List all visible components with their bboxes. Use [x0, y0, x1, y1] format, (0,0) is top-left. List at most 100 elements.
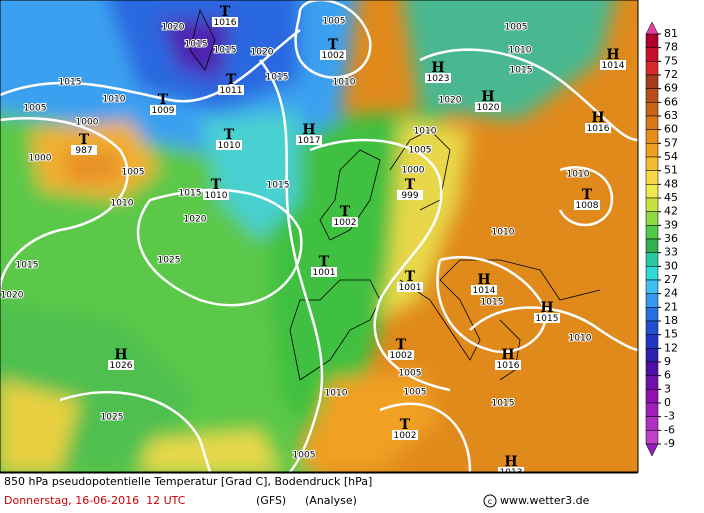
colorbar-band: [645, 211, 659, 226]
pressure-center-box: [397, 190, 423, 200]
isobar-label: 1010: [569, 334, 592, 344]
isobar-label: 1000: [76, 118, 99, 128]
pressure-center-symbol: H: [504, 454, 517, 470]
colorbar-tick-label: 24: [664, 287, 678, 300]
isobar-label: 1005: [24, 104, 47, 114]
pressure-center-symbol: T: [582, 187, 593, 203]
colorbar-band: [645, 279, 659, 294]
colorbar-tick-label: -6: [664, 423, 675, 436]
pressure-center-box: [203, 190, 229, 200]
isobar-label: 1005: [404, 388, 427, 398]
colorbar-band: [645, 225, 659, 240]
pressure-center-symbol: T: [405, 269, 416, 285]
colorbar-band: [645, 115, 659, 130]
pressure-center-symbol: H: [302, 122, 315, 138]
colorbar-tick-label: 15: [664, 328, 678, 341]
pressure-center-box: [392, 430, 418, 440]
colorbar-tick-label: 75: [664, 54, 678, 67]
pressure-center-box: [585, 123, 611, 133]
colorbar-band: [645, 129, 659, 144]
pressure-center-symbol: T: [405, 177, 416, 193]
colorbar-band: [645, 430, 659, 445]
pressure-center-box: [218, 85, 244, 95]
colorbar-tick-label: 36: [664, 232, 678, 245]
pressure-center-value: 1010: [218, 141, 241, 151]
isobar-label: 1010: [325, 389, 348, 399]
isobar-label: 1020: [1, 291, 24, 301]
isobar-label: 1020: [162, 23, 185, 33]
colorbar-tick-label: 81: [664, 27, 678, 40]
isobar-label: 1015: [481, 298, 504, 308]
colorbar-band: [645, 389, 659, 404]
pressure-center-value: 1016: [497, 361, 520, 371]
isobar-label: 1020: [439, 96, 462, 106]
colorbar-tick-label: 63: [664, 109, 678, 122]
colorbar-tick-label: 54: [664, 150, 678, 163]
colorbar-band: [645, 33, 659, 48]
colorbar-tick-label: 48: [664, 177, 678, 190]
colorbar-tick-label: 0: [664, 396, 671, 409]
pressure-center-value: 1002: [390, 351, 413, 361]
pressure-center-symbol: T: [224, 127, 235, 143]
colorbar-tick-label: 45: [664, 191, 678, 204]
pressure-center-value: 1001: [399, 283, 422, 293]
isobar-label: 1010: [414, 127, 437, 137]
pressure-center-symbol: T: [328, 37, 339, 53]
pressure-center-symbol: T: [158, 92, 169, 108]
isobar-label: 1010: [111, 199, 134, 209]
pressure-center-symbol: H: [501, 347, 514, 363]
pressure-center-box: [498, 467, 524, 472]
colorbar-tick-label: 9: [664, 355, 671, 368]
isobar-label: 1010: [509, 46, 532, 56]
isobar-label: 1015: [185, 40, 208, 50]
pressure-center-box: [534, 313, 560, 323]
pressure-center-symbol: H: [591, 110, 604, 126]
isobar-label: 1000: [29, 154, 52, 164]
pressure-center-box: [216, 140, 242, 150]
pressure-center-box: [397, 282, 423, 292]
footer-title: 850 hPa pseudopotentielle Temperatur [Gr…: [4, 475, 372, 488]
pressure-center-box: [296, 135, 322, 145]
pressure-center-box: [311, 267, 337, 277]
colorbar-tick-label: 18: [664, 314, 678, 327]
pressure-center-box: [600, 60, 626, 70]
isobar-label: 1015: [266, 73, 289, 83]
isobar-label: 1005: [323, 17, 346, 27]
pressure-center-symbol: H: [481, 89, 494, 105]
isobar-label: 1020: [251, 48, 274, 58]
colorbar-bottom-arrow: [645, 443, 659, 457]
colorbar-band: [645, 156, 659, 171]
isobar-label: 1020: [184, 215, 207, 225]
pressure-center-value: 1016: [214, 18, 237, 28]
pressure-center-value: 1002: [322, 51, 345, 61]
colorbar-tick-label: 72: [664, 68, 678, 81]
pressure-center-symbol: T: [211, 177, 222, 193]
pressure-center-value: 1009: [152, 106, 175, 116]
pressure-center-symbol: T: [226, 72, 237, 88]
pressure-center-value: 1020: [477, 103, 500, 113]
colorbar-tick-label: 69: [664, 82, 678, 95]
footer-run: (Analyse): [305, 494, 357, 507]
pressure-center-symbol: H: [606, 47, 619, 63]
isobar-label: 1005: [505, 23, 528, 33]
colorbar-band: [645, 74, 659, 89]
isobar-label: 1010: [333, 78, 356, 88]
pressure-center-box: [471, 285, 497, 295]
isobar-label: 1005: [399, 369, 422, 379]
colorbar-tick-label: 27: [664, 273, 678, 286]
pressure-center-value: 1011: [220, 86, 243, 96]
isobar-label: 1000: [402, 166, 425, 176]
pressure-center-box: [574, 200, 600, 210]
colorbar-tick-label: 39: [664, 218, 678, 231]
pressure-center-box: [332, 217, 358, 227]
colorbar-band: [645, 320, 659, 335]
colorbar-band: [645, 334, 659, 349]
pressure-center-box: [320, 50, 346, 60]
isobar-label: 1005: [409, 146, 432, 156]
colorbar-band: [645, 252, 659, 267]
pressure-center-value: 1001: [313, 268, 336, 278]
pressure-center-value: 1017: [298, 136, 321, 146]
pressure-center-value: 1002: [394, 431, 417, 441]
isobar-label: 1005: [122, 168, 145, 178]
